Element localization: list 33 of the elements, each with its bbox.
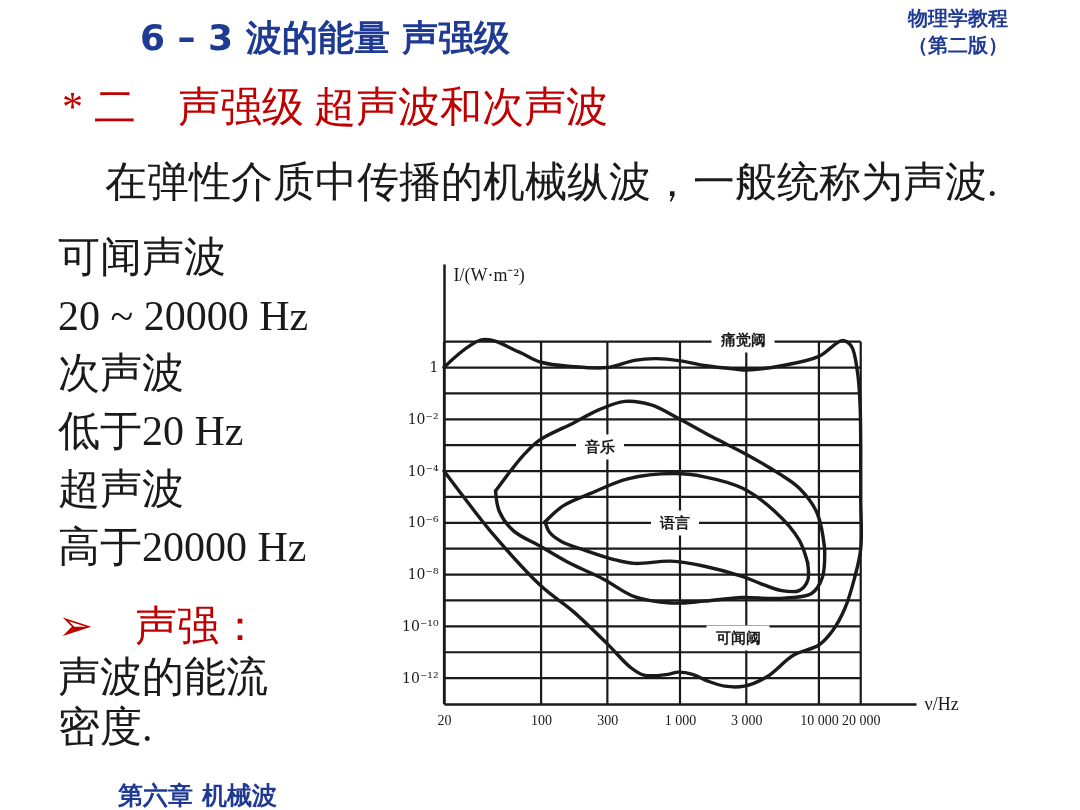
y-tick-label: 10⁻⁸ xyxy=(407,566,439,583)
y-tick-label: 10⁻¹² xyxy=(402,669,439,686)
x-tick-label: 1 000 xyxy=(664,712,697,728)
y-axis-title: I/(W·m⁻²) xyxy=(453,264,525,286)
text: 物理学教程 xyxy=(907,6,1008,30)
x-tick-label: 20 000 xyxy=(841,712,881,728)
text: 超声波 xyxy=(58,466,184,512)
text: 声波的能流 xyxy=(58,654,268,700)
text: 20 ~ 20000 Hz xyxy=(58,293,309,339)
text: 第六章 机械波 xyxy=(117,781,277,810)
chart-title: 6 – 3 波的能量 声强级 xyxy=(140,17,512,58)
chart-subtitle: * 二 声强级 超声波和次声波 xyxy=(62,84,608,130)
y-tick-label: 10⁻⁶ xyxy=(407,514,439,531)
y-tick-label: 10⁻⁴ xyxy=(407,462,439,479)
text: 在弹性介质中传播的机械纵波，一般统称为声波. xyxy=(105,159,998,205)
text: 高于20000 Hz xyxy=(58,524,307,570)
x-axis-title: ν/Hz xyxy=(924,693,959,714)
text: 次声波 xyxy=(58,350,184,396)
text: 密度. xyxy=(58,704,153,750)
y-tick-label: 10⁻¹⁰ xyxy=(402,617,439,634)
text: 低于20 Hz xyxy=(58,408,244,454)
text: （第二版） xyxy=(908,33,1008,57)
x-tick-label: 300 xyxy=(597,712,619,728)
x-tick-label: 3 000 xyxy=(731,712,763,728)
annotation: 痛觉阈 xyxy=(719,331,766,349)
x-tick-label: 10 000 xyxy=(800,712,839,728)
text: 可闻声波 xyxy=(58,234,226,280)
y-tick-label: 10⁻² xyxy=(407,410,439,427)
x-tick-label: 100 xyxy=(531,712,553,728)
text: ➢ 声强： xyxy=(58,603,261,649)
y-tick-label: 1 xyxy=(429,359,439,376)
annotation: 可闻阈 xyxy=(714,629,761,647)
x-tick-label: 20 xyxy=(437,712,452,728)
